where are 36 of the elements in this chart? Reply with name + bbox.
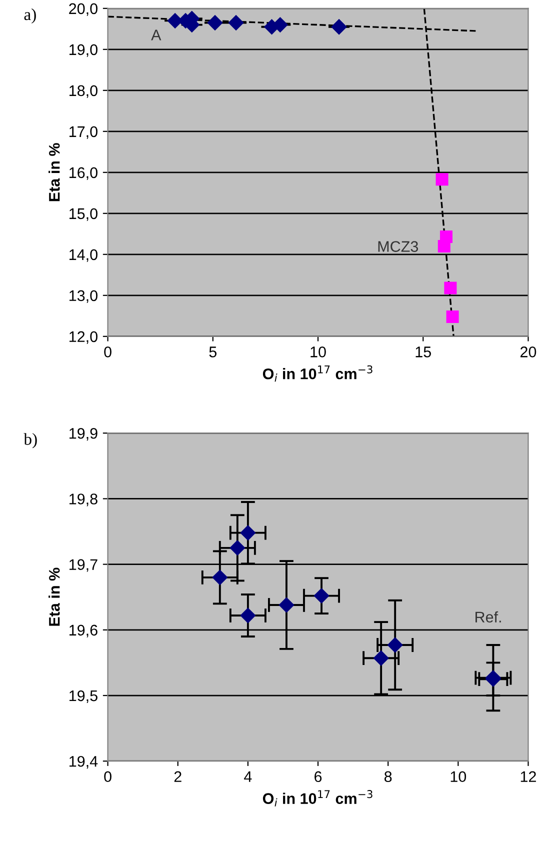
x-tick-label: 20 (520, 346, 536, 358)
x-tick-label: 10 (450, 771, 466, 782)
y-tick-label: 19,8 (70, 494, 98, 506)
x-tick-label: 10 (310, 346, 326, 358)
y-tick-label: 16,0 (70, 167, 98, 180)
y-tick-label: 15,0 (70, 208, 98, 221)
x-tick-label: 5 (209, 346, 217, 358)
y-tick-label: 19,6 (70, 624, 98, 638)
y-tick-label: 19,5 (70, 690, 98, 703)
x-axis-title: O$_{i}$ in 10$^{17}$ cm$^{−3}$ (262, 790, 372, 806)
y-axis-title: Eta in % (48, 143, 60, 202)
annotation: A (151, 30, 162, 40)
chart-title: b) (24, 433, 37, 448)
x-tick-label: 0 (104, 346, 112, 358)
x-tick-label: 0 (104, 771, 112, 782)
x-tick-label: 6 (314, 771, 322, 782)
y-tick-label: 13,0 (70, 290, 98, 303)
y-tick-label: 17,0 (70, 126, 98, 139)
y-tick-label: 19,7 (70, 559, 98, 572)
annotation: MCZ3 (378, 241, 418, 252)
y-tick-label: 19,0 (70, 44, 98, 57)
y-tick-label: 12,0 (70, 331, 98, 344)
x-tick-label: 15 (416, 346, 431, 358)
y-tick-label: 18,0 (70, 85, 98, 98)
y-tick-label: 14,0 (70, 249, 98, 262)
y-tick-label: 20,0 (69, 3, 98, 16)
x-tick-label: 2 (174, 771, 182, 782)
y-tick-label: 19,9 (70, 428, 98, 441)
y-tick-label: 19,4 (70, 756, 98, 769)
x-tick-label: 12 (520, 771, 536, 782)
x-tick-label: 8 (384, 771, 392, 782)
x-axis-title: O$_{i}$ in 10$^{17}$ cm$^{−3}$ (262, 365, 372, 382)
y-axis-title: Eta in % (48, 568, 60, 626)
chart-title: a) (24, 8, 36, 24)
annotation: Ref. (476, 611, 501, 623)
x-tick-label: 4 (244, 771, 252, 782)
